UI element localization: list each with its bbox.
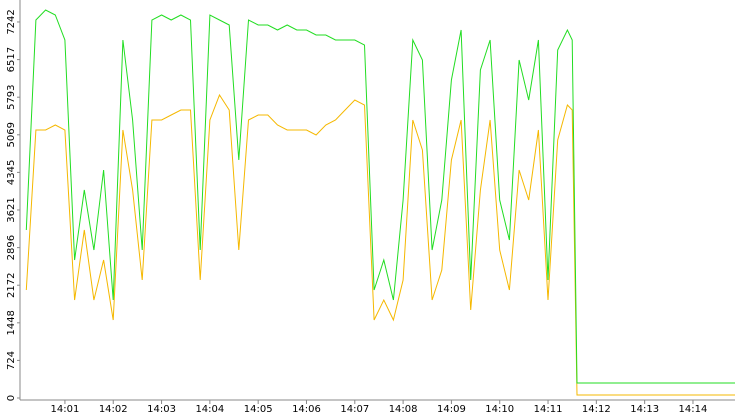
x-tick-label: 14:10 xyxy=(485,404,514,415)
x-tick-label: 14:07 xyxy=(340,404,369,415)
y-tick-label: 7242 xyxy=(6,9,17,34)
series-line xyxy=(25,93,735,396)
x-tick-label: 14:01 xyxy=(51,404,80,415)
x-tick-label: 14:12 xyxy=(582,404,611,415)
y-tick-label: 0 xyxy=(6,395,17,401)
y-tick-label: 724 xyxy=(6,351,17,370)
x-tick-label: 14:03 xyxy=(147,404,176,415)
y-tick-label: 6517 xyxy=(6,47,17,72)
x-tick-label: 14:08 xyxy=(389,404,418,415)
x-tick-label: 14:11 xyxy=(534,404,563,415)
y-tick-label: 2172 xyxy=(6,272,17,297)
x-tick-label: 14:09 xyxy=(437,404,466,415)
x-tick-label: 14:02 xyxy=(99,404,128,415)
y-tick-label: 5069 xyxy=(6,122,17,147)
y-tick-label: 1448 xyxy=(6,310,17,335)
x-tick-label: 14:14 xyxy=(679,404,708,415)
x-tick-label: 14:04 xyxy=(195,404,224,415)
x-tick-label: 14:05 xyxy=(244,404,273,415)
y-tick-label: 5793 xyxy=(6,84,17,109)
x-tick-label: 14:06 xyxy=(292,404,321,415)
series-line xyxy=(25,9,735,384)
x-tick-label: 14:13 xyxy=(630,404,659,415)
y-tick-label: 4345 xyxy=(6,160,17,185)
y-tick-label: 3621 xyxy=(6,197,17,222)
y-tick-label: 2896 xyxy=(6,235,17,260)
